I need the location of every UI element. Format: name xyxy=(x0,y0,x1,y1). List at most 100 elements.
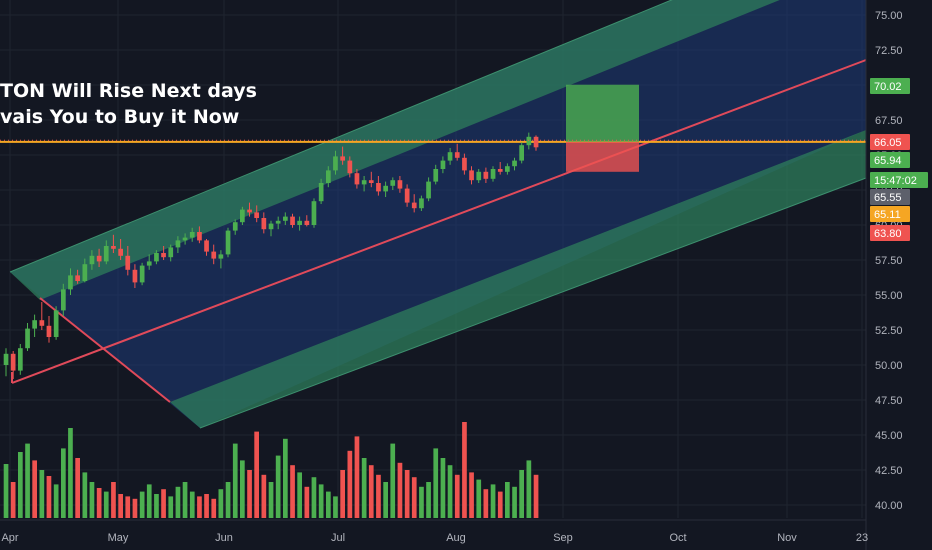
price-label-box xyxy=(870,189,910,205)
candle-body xyxy=(368,180,374,183)
volume-bar xyxy=(505,482,510,518)
channel-lower-edge xyxy=(199,177,867,429)
candle-body xyxy=(297,220,302,225)
volume-bar xyxy=(490,484,496,518)
volume-bar xyxy=(347,450,353,518)
volume-bar xyxy=(419,486,424,518)
long-position-tool[interactable] xyxy=(0,84,866,172)
volume-bar xyxy=(53,484,59,518)
candle-body xyxy=(426,181,431,199)
volume-bar xyxy=(25,443,30,518)
volume-bar xyxy=(440,458,446,518)
volume-bar xyxy=(118,494,123,518)
volume-bar xyxy=(39,470,45,518)
volume-histogram xyxy=(3,422,539,518)
candle-body xyxy=(211,251,217,259)
candle-body xyxy=(454,152,460,158)
candle-body xyxy=(61,289,66,311)
candle-body xyxy=(89,255,95,265)
candle-body xyxy=(526,136,532,146)
candle-body xyxy=(512,160,517,167)
candle-body xyxy=(354,173,360,185)
price-label-box xyxy=(870,152,910,168)
candle-body xyxy=(268,223,274,230)
candle-body xyxy=(25,328,30,349)
candle-body xyxy=(340,156,345,161)
volume-bar xyxy=(132,498,138,518)
candle-body xyxy=(275,220,281,224)
price-label-66-05: 66.05 xyxy=(870,134,910,150)
candle-body xyxy=(139,265,145,283)
price-tick-label: 72.50 xyxy=(875,45,903,57)
volume-bar xyxy=(146,484,152,518)
volume-bar xyxy=(318,484,324,518)
volume-bar xyxy=(497,491,503,518)
price-tick-label: 45.00 xyxy=(875,430,903,442)
candle-body xyxy=(290,216,295,225)
candle-body xyxy=(96,255,102,262)
price-label-box xyxy=(870,134,910,150)
candle-body xyxy=(311,201,317,225)
regression-channel xyxy=(9,0,867,429)
volume-bar xyxy=(361,458,367,518)
volume-bar xyxy=(483,489,489,518)
candle-body xyxy=(304,220,310,225)
candle-body xyxy=(376,183,381,192)
volume-bar xyxy=(211,498,217,518)
chart-title-line-2: vais You to Buy it Now xyxy=(0,106,240,128)
price-label-15-47-02: 15:47:02 xyxy=(870,172,928,188)
candle-body xyxy=(411,202,417,209)
price-label-text: 65.94 xyxy=(874,155,902,167)
candle-body xyxy=(476,171,482,181)
volume-bar xyxy=(197,496,202,518)
time-tick-label: Jun xyxy=(215,532,233,544)
candle-body xyxy=(146,261,152,266)
volume-bar xyxy=(533,474,539,518)
time-tick-label: 23 xyxy=(856,532,868,544)
price-label-box xyxy=(870,172,928,188)
volume-bar xyxy=(204,494,209,518)
volume-bar xyxy=(297,472,302,518)
volume-bar xyxy=(326,491,331,518)
volume-bar xyxy=(447,465,453,518)
volume-bar xyxy=(32,460,37,518)
candle-body xyxy=(505,166,510,172)
volume-bar xyxy=(96,488,102,518)
volume-bar xyxy=(168,496,174,518)
volume-bar xyxy=(18,452,23,518)
candle-body xyxy=(361,180,367,185)
price-tick-label: 52.50 xyxy=(875,325,903,337)
volume-bar xyxy=(383,482,388,518)
volume-bar xyxy=(139,491,145,518)
price-tick-label: 55.00 xyxy=(875,290,903,302)
volume-bar xyxy=(3,464,9,518)
price-label-box xyxy=(870,225,910,241)
volume-bar xyxy=(333,496,338,518)
volume-bar xyxy=(469,472,474,518)
stop-loss-zone xyxy=(566,141,639,172)
candle-body xyxy=(75,275,80,281)
candle-body xyxy=(111,246,116,249)
candle-body xyxy=(318,183,324,202)
volume-bar xyxy=(111,482,116,518)
candle-body xyxy=(218,254,224,259)
candle-body xyxy=(132,269,138,283)
volume-bar xyxy=(240,460,245,518)
volume-bar xyxy=(519,470,524,518)
volume-bar xyxy=(182,482,188,518)
volume-bar xyxy=(512,486,517,518)
price-label-70-02: 70.02 xyxy=(870,78,910,94)
candle-body xyxy=(419,198,424,209)
candle-body xyxy=(447,152,453,161)
volume-bar xyxy=(232,443,238,518)
volume-bar xyxy=(10,482,16,518)
volume-bar xyxy=(376,474,381,518)
volume-bar xyxy=(68,428,73,518)
candle-body xyxy=(469,170,474,181)
time-tick-label: Apr xyxy=(1,532,18,544)
time-tick-label: May xyxy=(108,532,129,544)
candle-body xyxy=(18,348,23,371)
volume-bar xyxy=(261,474,267,518)
candle-body xyxy=(182,237,188,241)
